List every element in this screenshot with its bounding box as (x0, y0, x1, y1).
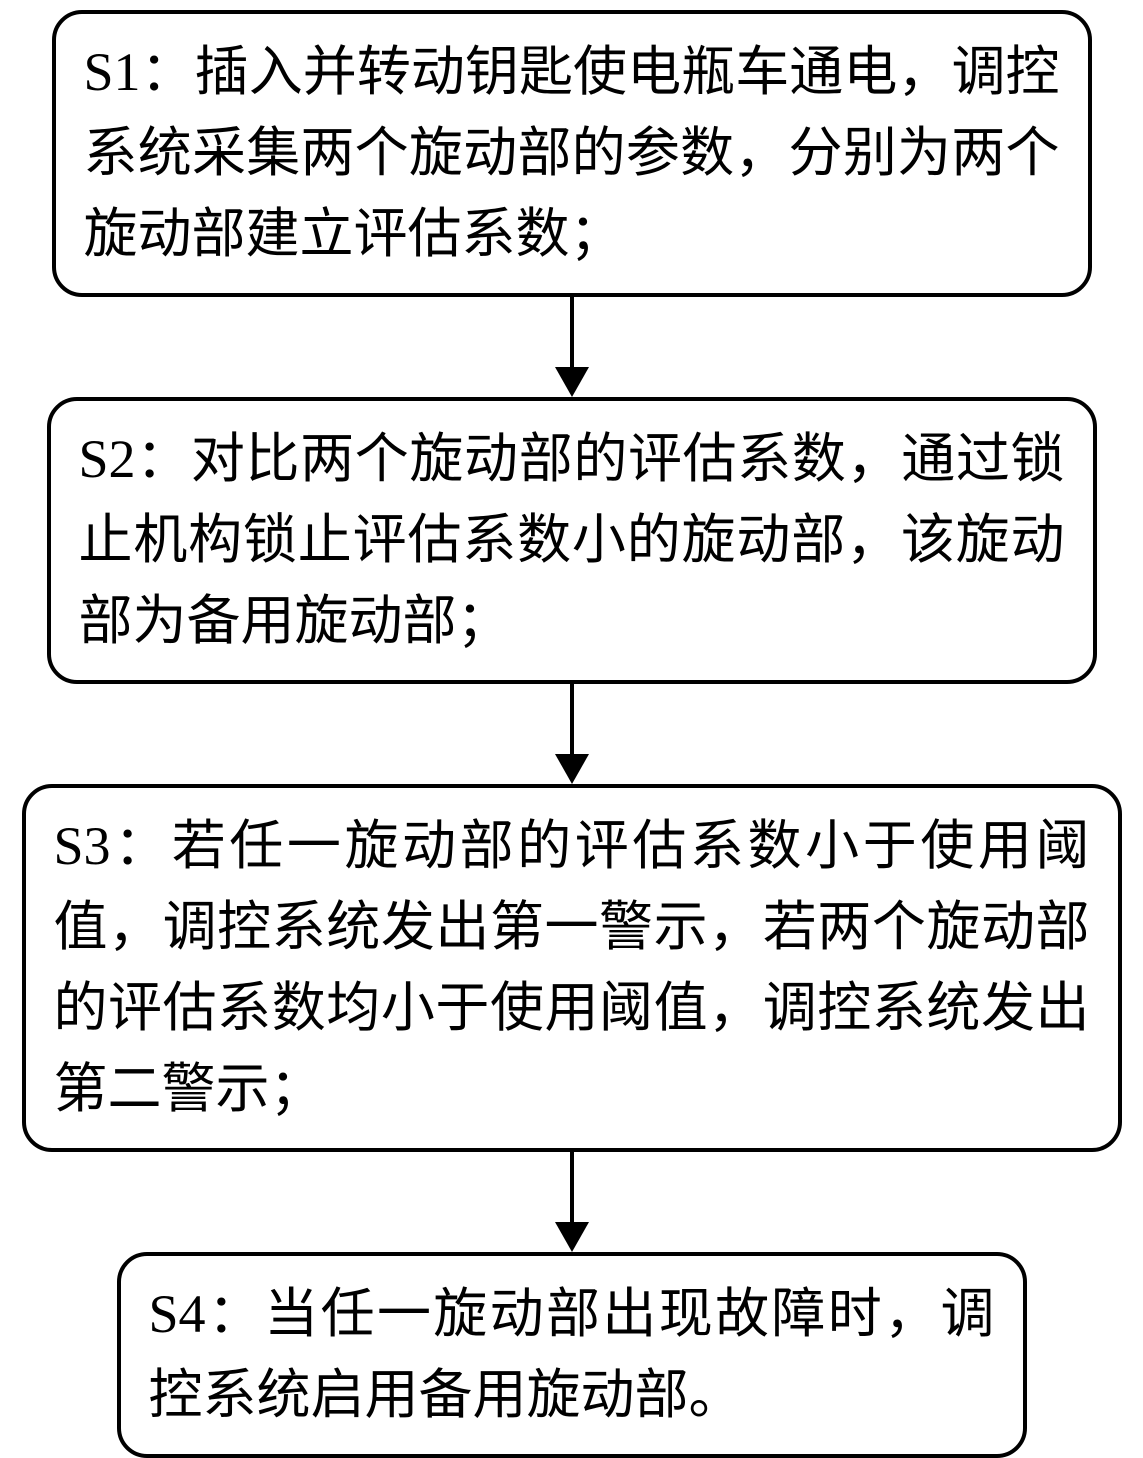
arrow-head-icon (555, 367, 589, 397)
flow-node-s2: S2：对比两个旋动部的评估系数，通过锁止机构锁止评估系数小的旋动部，该旋动部为备… (47, 397, 1097, 684)
arrow-line (570, 1152, 574, 1222)
node-prefix: S4： (149, 1284, 265, 1344)
node-prefix: S1： (84, 42, 195, 102)
flow-node-s3: S3：若任一旋动部的评估系数小于使用阈值，调控系统发出第一警示，若两个旋动部的评… (22, 784, 1122, 1152)
flowchart-container: S1：插入并转动钥匙使电瓶车通电，调控系统采集两个旋动部的参数，分别为两个旋动部… (0, 0, 1143, 1458)
arrow-line (570, 684, 574, 754)
arrow-head-icon (555, 754, 589, 784)
node-prefix: S2： (79, 429, 191, 489)
arrow-s1-s2 (555, 297, 589, 397)
flow-node-s4: S4：当任一旋动部出现故障时，调控系统启用备用旋动部。 (117, 1252, 1027, 1458)
node-text: 当任一旋动部出现故障时，调控系统启用备用旋动部。 (149, 1284, 995, 1425)
arrow-line (570, 297, 574, 367)
arrow-s2-s3 (555, 684, 589, 784)
node-text: 插入并转动钥匙使电瓶车通电，调控系统采集两个旋动部的参数，分别为两个旋动部建立评… (84, 42, 1060, 264)
arrow-head-icon (555, 1222, 589, 1252)
arrow-s3-s4 (555, 1152, 589, 1252)
node-text: 对比两个旋动部的评估系数，通过锁止机构锁止评估系数小的旋动部，该旋动部为备用旋动… (79, 429, 1065, 651)
node-text: 若任一旋动部的评估系数小于使用阈值，调控系统发出第一警示，若两个旋动部的评估系数… (54, 816, 1090, 1119)
flow-node-s1: S1：插入并转动钥匙使电瓶车通电，调控系统采集两个旋动部的参数，分别为两个旋动部… (52, 10, 1092, 297)
node-prefix: S3： (54, 816, 172, 876)
